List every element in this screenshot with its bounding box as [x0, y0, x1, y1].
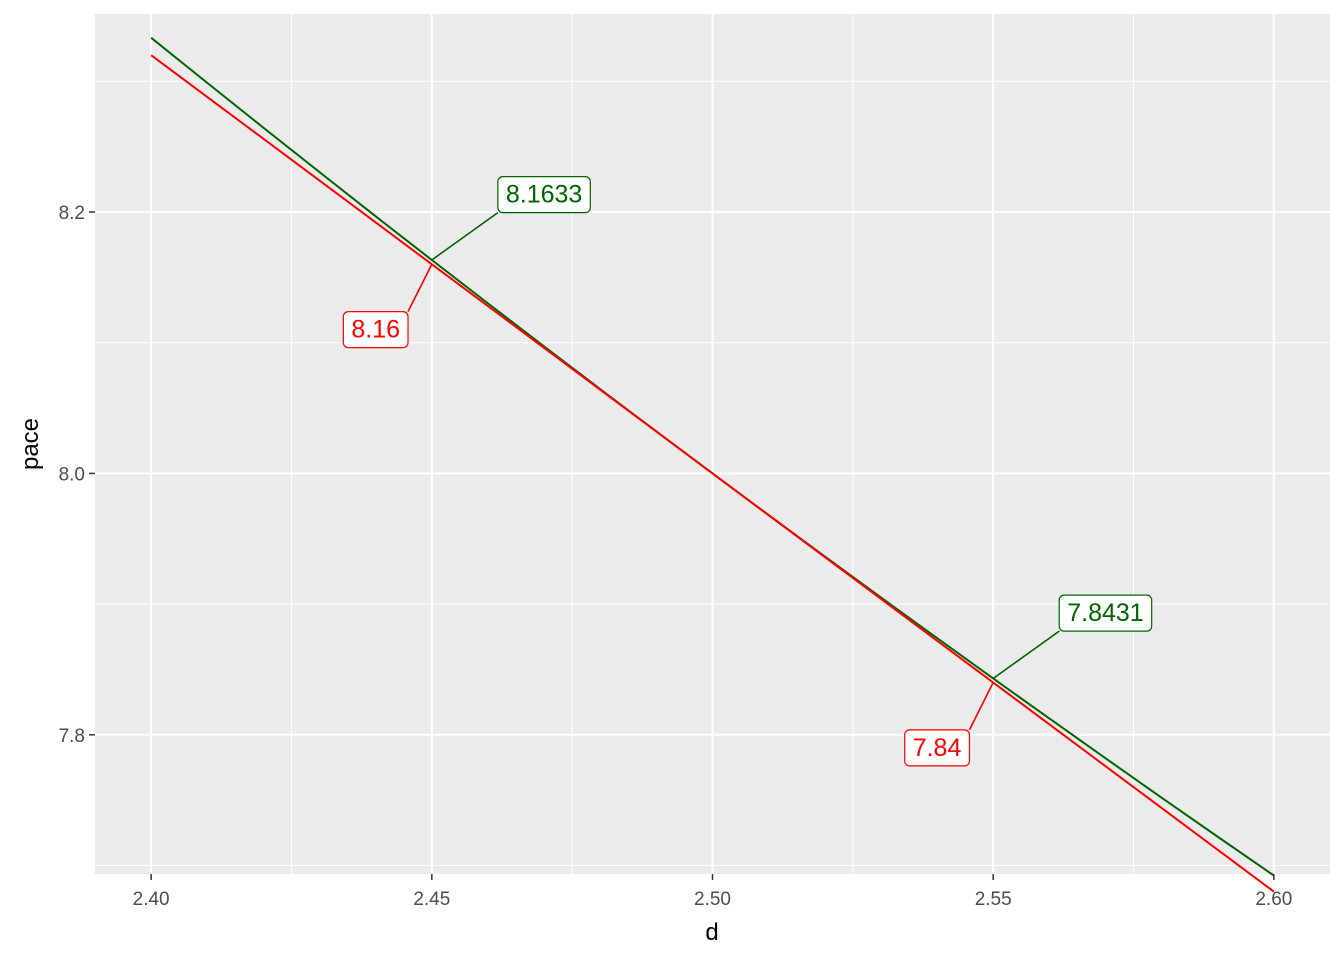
- y-tick-label: 7.8: [59, 726, 85, 747]
- callout-label: 7.84: [913, 734, 962, 762]
- callout: 7.84: [904, 682, 994, 767]
- y-tick-label: 8.2: [59, 203, 85, 224]
- callout-label: 8.1633: [506, 181, 582, 209]
- callout-label: 8.16: [351, 316, 400, 344]
- callout-label: 7.8431: [1067, 599, 1143, 627]
- callout-box: [497, 176, 591, 214]
- callout-leader: [431, 211, 499, 261]
- y-tick-label: 8.0: [59, 464, 85, 485]
- callout-box: [342, 311, 409, 349]
- y-axis: 7.8 8.0 8.2: [59, 203, 95, 747]
- series-lines: [150, 37, 1275, 893]
- x-tick-label: 2.45: [413, 889, 450, 910]
- value-callouts: 8.1633 8.16 7.8431 7.84: [342, 176, 1153, 767]
- y-axis-title: pace: [17, 418, 44, 470]
- callout-leader: [992, 630, 1060, 680]
- callout: 8.16: [342, 263, 433, 349]
- callout-box: [904, 729, 971, 767]
- series-line-2: [150, 54, 1275, 893]
- callout-leader: [407, 263, 433, 312]
- x-tick-label: 2.40: [133, 889, 170, 910]
- x-tick-label: 2.60: [1255, 889, 1292, 910]
- callout: 8.1633: [431, 176, 591, 261]
- x-axis: 2.40 2.45 2.50 2.55 2.60: [133, 874, 1292, 910]
- callout-box: [1058, 594, 1153, 632]
- callout-leader: [968, 682, 994, 731]
- x-axis-title: d: [705, 919, 718, 946]
- x-tick-label: 2.50: [694, 889, 731, 910]
- callout: 7.8431: [992, 594, 1153, 680]
- x-tick-label: 2.55: [975, 889, 1012, 910]
